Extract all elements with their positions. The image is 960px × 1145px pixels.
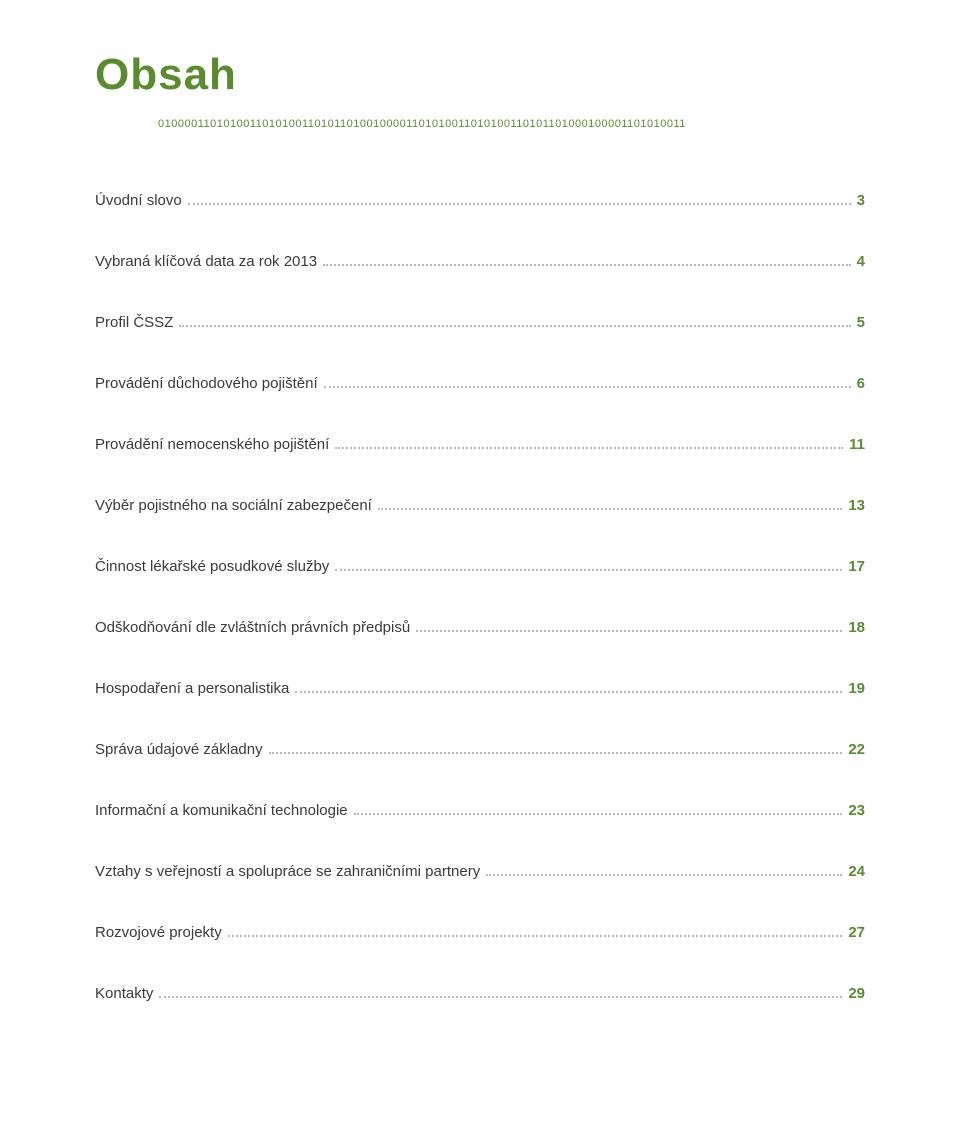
toc-page-number: 4 (857, 253, 865, 270)
toc-label: Úvodní slovo (95, 192, 182, 209)
toc-label: Profil ČSSZ (95, 314, 173, 331)
toc-leader-dots (354, 813, 843, 815)
toc-label: Hospodaření a personalistika (95, 680, 289, 697)
toc-page-number: 5 (857, 314, 865, 331)
toc-label: Kontakty (95, 985, 153, 1002)
toc-entry: Správa údajové základny 22 (95, 741, 865, 758)
toc-entry: Vztahy s veřejností a spolupráce se zahr… (95, 863, 865, 880)
toc-page-number: 29 (848, 985, 865, 1002)
toc-entry: Profil ČSSZ 5 (95, 314, 865, 331)
toc-leader-dots (335, 447, 843, 449)
table-of-contents: Úvodní slovo 3 Vybraná klíčová data za r… (95, 192, 865, 1002)
toc-label: Vybraná klíčová data za rok 2013 (95, 253, 317, 270)
toc-entry: Výběr pojistného na sociální zabezpečení… (95, 497, 865, 514)
toc-entry: Úvodní slovo 3 (95, 192, 865, 209)
toc-leader-dots (323, 264, 851, 266)
toc-label: Provádění nemocenského pojištění (95, 436, 329, 453)
toc-page-number: 13 (848, 497, 865, 514)
toc-label: Odškodňování dle zvláštních právních pře… (95, 619, 410, 636)
toc-label: Vztahy s veřejností a spolupráce se zahr… (95, 863, 480, 880)
binary-decoration: 0100001101010011010100110101101001000011… (158, 118, 865, 130)
toc-leader-dots (269, 752, 843, 754)
toc-leader-dots (159, 996, 842, 998)
toc-leader-dots (378, 508, 842, 510)
toc-page-number: 24 (848, 863, 865, 880)
toc-page-number: 27 (848, 924, 865, 941)
toc-leader-dots (188, 203, 851, 205)
toc-leader-dots (228, 935, 843, 937)
toc-page-number: 3 (857, 192, 865, 209)
toc-label: Výběr pojistného na sociální zabezpečení (95, 497, 372, 514)
toc-entry: Činnost lékařské posudkové služby 17 (95, 558, 865, 575)
toc-leader-dots (179, 325, 850, 327)
toc-label: Správa údajové základny (95, 741, 263, 758)
toc-page-number: 11 (849, 436, 865, 453)
toc-page-number: 23 (848, 802, 865, 819)
toc-leader-dots (486, 874, 842, 876)
page-title: Obsah (95, 50, 865, 100)
toc-page-number: 17 (848, 558, 865, 575)
toc-label: Rozvojové projekty (95, 924, 222, 941)
toc-page-number: 6 (857, 375, 865, 392)
toc-label: Informační a komunikační technologie (95, 802, 348, 819)
toc-entry: Vybraná klíčová data za rok 2013 4 (95, 253, 865, 270)
toc-page-number: 18 (848, 619, 865, 636)
toc-entry: Informační a komunikační technologie 23 (95, 802, 865, 819)
toc-page-number: 19 (848, 680, 865, 697)
toc-label: Činnost lékařské posudkové služby (95, 558, 329, 575)
document-page: Obsah 0100001101010011010100110101101001… (0, 0, 960, 1145)
toc-page-number: 22 (848, 741, 865, 758)
toc-entry: Odškodňování dle zvláštních právních pře… (95, 619, 865, 636)
toc-entry: Provádění důchodového pojištění 6 (95, 375, 865, 392)
toc-leader-dots (335, 569, 842, 571)
toc-entry: Kontakty 29 (95, 985, 865, 1002)
toc-leader-dots (295, 691, 842, 693)
toc-entry: Provádění nemocenského pojištění 11 (95, 436, 865, 453)
toc-entry: Rozvojové projekty 27 (95, 924, 865, 941)
toc-entry: Hospodaření a personalistika 19 (95, 680, 865, 697)
toc-leader-dots (416, 630, 842, 632)
toc-label: Provádění důchodového pojištění (95, 375, 318, 392)
toc-leader-dots (324, 386, 851, 388)
